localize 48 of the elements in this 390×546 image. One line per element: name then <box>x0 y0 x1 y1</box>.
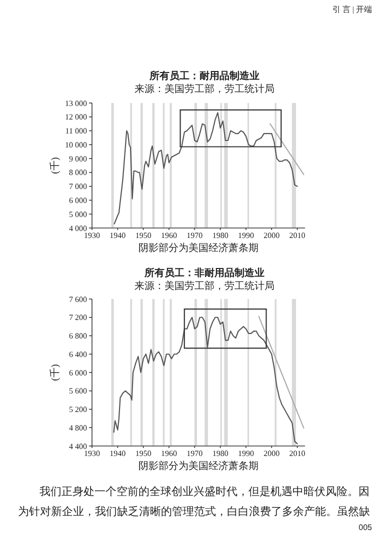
y-tick-label: 10 000 <box>65 140 87 150</box>
y-tick-label: 4 800 <box>69 423 87 432</box>
x-axis-title: 阴影部分为美国经济萧条期 <box>138 242 258 254</box>
y-tick-label: 6 000 <box>69 368 87 378</box>
x-tick-label: 1960 <box>160 449 177 458</box>
x-tick-label: 1980 <box>212 231 228 240</box>
x-axis-title: 阴影部分为美国经济萧条期 <box>138 460 258 472</box>
x-tick-label: 1940 <box>110 231 126 240</box>
y-tick-label: 4 400 <box>69 442 87 451</box>
y-tick-label: 6 000 <box>69 196 87 206</box>
x-tick-label: 1970 <box>186 449 203 458</box>
y-tick-label: 4 000 <box>69 224 87 233</box>
chart-title: 所有员工：非耐用品制造业 <box>144 267 264 279</box>
x-tick-label: 1980 <box>212 449 228 458</box>
x-tick-label: 2000 <box>264 231 280 240</box>
x-tick-label: 1950 <box>135 231 152 240</box>
y-tick-label: 7 200 <box>69 313 87 322</box>
text: 引 言 | 开端 <box>332 5 372 14</box>
y-tick-label: 5 600 <box>69 386 87 396</box>
y-axis-title: (千) <box>49 157 61 174</box>
y-tick-label: 7 600 <box>69 294 87 304</box>
y-tick-label: 12 000 <box>65 112 87 122</box>
x-tick-label: 2010 <box>289 231 306 240</box>
text: 005 <box>358 523 373 532</box>
x-tick-label: 1950 <box>135 449 152 458</box>
x-tick-label: 2010 <box>289 449 306 458</box>
x-tick-label: 1960 <box>160 231 177 240</box>
text: 我们正身处一个空前的全球创业兴盛时代，但是机遇中暗伏风险。因为针对新企业，我们缺乏清晰的管理范式，白白浪费了多余产能。虽然缺 <box>18 484 371 520</box>
x-tick-label: 1970 <box>186 231 203 240</box>
y-tick-label: 7 000 <box>69 182 87 192</box>
chart-title: 所有员工：耐用品制造业 <box>148 70 260 82</box>
y-tick-label: 6 400 <box>69 350 87 359</box>
y-tick-label: 9 000 <box>69 154 87 164</box>
x-tick-label: 1930 <box>84 231 100 240</box>
y-tick-label: 5 200 <box>69 405 87 414</box>
y-tick-label: 8 000 <box>69 168 87 178</box>
y-tick-label: 13 000 <box>65 98 87 108</box>
y-tick-label: 5 000 <box>69 210 87 219</box>
chart-subtitle: 来源：美国劳工部，劳工统计局 <box>134 83 274 95</box>
y-tick-label: 6 800 <box>69 332 87 341</box>
y-axis-title: (千) <box>49 364 61 381</box>
x-tick-label: 1930 <box>84 449 100 458</box>
x-tick-label: 1990 <box>238 231 254 240</box>
x-tick-label: 2000 <box>264 449 280 458</box>
chart-subtitle: 来源：美国劳工部，劳工统计局 <box>134 280 274 292</box>
y-tick-label: 11 000 <box>65 126 87 136</box>
x-tick-label: 1990 <box>238 449 254 458</box>
x-tick-label: 1940 <box>110 449 126 458</box>
